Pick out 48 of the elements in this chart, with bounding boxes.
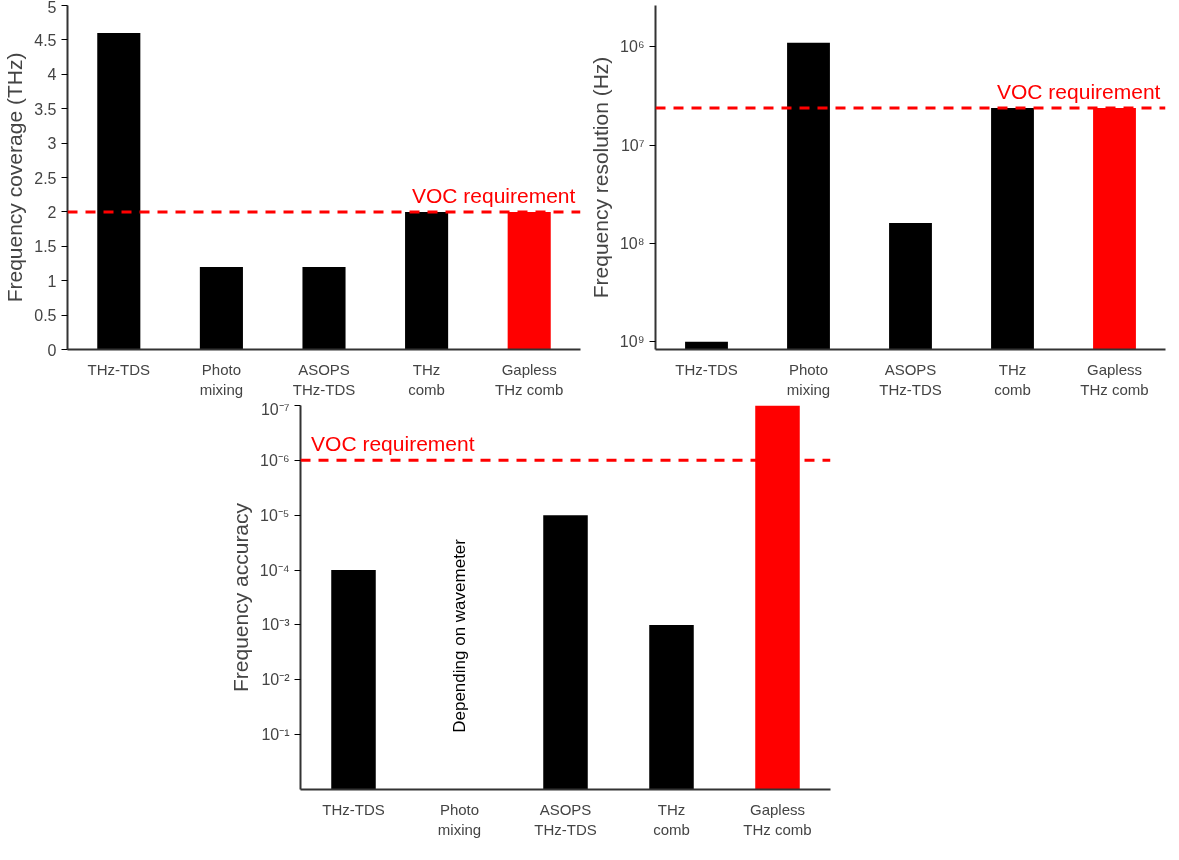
y-tick-label: 10⁶ [620,38,645,56]
x-tick-label: THz comb [653,800,690,838]
ref-line-label: VOC requirement [997,80,1161,104]
x-tick-label: ASOPS THz-TDS [879,360,942,398]
y-tick-label: 10⁸ [619,234,645,252]
ref-line-label: VOC requirement [311,432,475,456]
x-tick-label: THz-TDS [322,800,385,818]
y-tick-label: 10⁻⁵ [260,506,290,524]
y-tick-label: 10⁻⁷ [260,400,290,418]
y-tick-label: 10⁹ [619,333,645,351]
y-tick-label: 1 [47,272,57,290]
y-axis-title: Frequency resolution (Hz) [588,56,612,299]
y-tick-label: 3 [47,135,57,153]
y-tick-label: 4.5 [34,31,57,49]
x-tick-label: ASOPS THz-TDS [534,800,597,838]
x-tick-label: Gapless THz comb [1080,360,1149,398]
x-tick-label: Photo mixing [786,360,831,398]
x-tick-label: THz comb [994,360,1031,398]
y-tick-label: 10⁻⁶ [260,451,290,469]
y-tick-label: 0.5 [34,307,57,325]
bar [97,33,141,350]
y-tick-label: 10⁻⁴ [259,561,290,579]
annotation: Depending on wavemeter [450,538,469,733]
y-tick-label: 10⁻² [261,671,291,689]
y-tick-label: 2 [47,203,57,221]
y-tick-label: 10⁷ [620,136,645,154]
y-axis-title: Frequency accuracy [228,502,252,693]
x-tick-label: THz-TDS [87,360,151,378]
y-tick-label: 10⁻³ [261,616,291,634]
x-tick-label: Photo mixing [199,360,244,398]
bar [405,211,449,350]
x-tick-label: Gapless THz comb [495,360,564,398]
y-tick-label: 4 [47,66,57,84]
y-axis-title: Frequency coverage (THz) [3,52,27,303]
y-tick-label: 2.5 [34,169,57,187]
x-tick-label: ASOPS THz-TDS [292,360,356,398]
y-tick-label: 10⁻¹ [261,726,290,744]
bar [302,266,346,350]
bar [199,266,243,350]
x-tick-label: THz comb [408,360,445,398]
ref-line-label: VOC requirement [411,183,576,207]
y-tick-label: 0 [47,341,57,359]
y-tick-label: 5 [47,0,57,16]
y-tick-label: 3.5 [34,100,57,118]
y-tick-label: 1.5 [34,238,57,256]
x-tick-label: Gapless THz comb [743,800,812,838]
x-tick-label: Photo mixing [437,800,482,838]
x-tick-label: THz-TDS [675,360,738,378]
